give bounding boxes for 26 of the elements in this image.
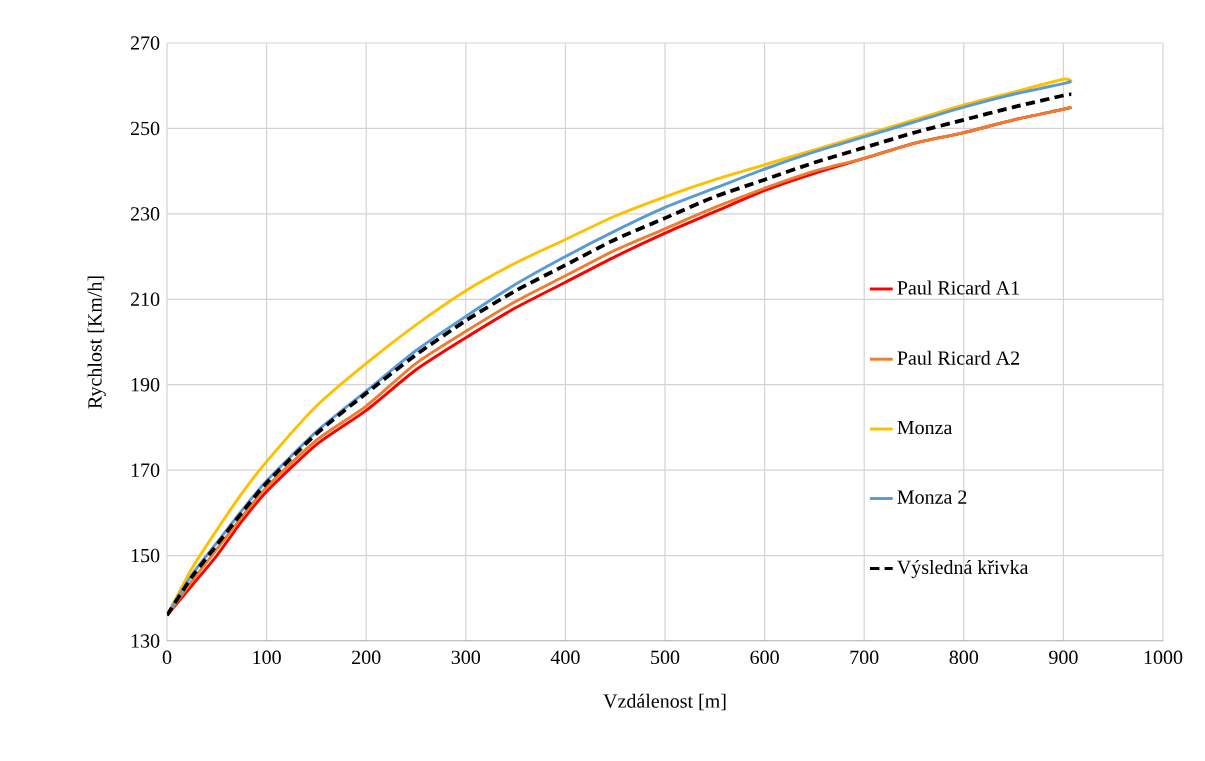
- x-axis-title: Vzdálenost [m]: [603, 693, 726, 711]
- y-tick-label: 170: [131, 463, 160, 477]
- y-tick-label: 210: [130, 292, 160, 307]
- y-tick-label: 230: [130, 207, 160, 221]
- y-tick-label: 190: [131, 377, 160, 392]
- y-tick-label: 270: [130, 36, 160, 50]
- legend-label: Monza 2: [897, 490, 967, 504]
- y-tick-label: 150: [131, 548, 160, 563]
- x-tick-label: 900: [1049, 650, 1078, 665]
- x-tick-label: 0: [162, 650, 172, 665]
- legend-label: Výsledná křivka: [897, 559, 1029, 579]
- x-tick-label: 100: [253, 650, 281, 665]
- x-tick-label: 200: [352, 650, 381, 665]
- legend-label: Monza: [897, 420, 953, 435]
- y-axis-title: Rychlost [Km/h]: [87, 276, 106, 409]
- x-tick-label: 700: [850, 650, 879, 665]
- x-tick-label: 600: [750, 650, 779, 665]
- x-tick-label: 500: [651, 650, 680, 665]
- y-tick-label: 130: [131, 634, 160, 648]
- x-tick-label: 1000: [1144, 650, 1183, 665]
- x-tick-label: 300: [451, 650, 481, 665]
- legend-label: Paul Ricard A2: [897, 350, 1020, 365]
- legend-label: Paul Ricard A1: [897, 280, 1019, 295]
- x-tick-label: 800: [949, 650, 979, 665]
- x-tick-label: 400: [550, 650, 580, 665]
- y-tick-label: 250: [130, 121, 160, 136]
